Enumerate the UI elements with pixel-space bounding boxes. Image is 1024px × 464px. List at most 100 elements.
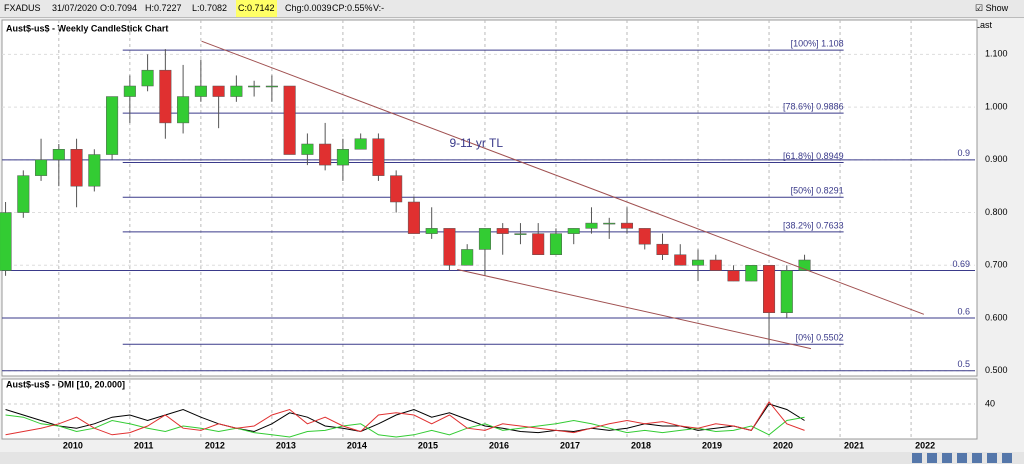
- toolbar: [0, 452, 1024, 464]
- dmi-line: [5, 414, 805, 438]
- x-tick-label: 2012: [205, 440, 225, 450]
- candle-body: [265, 85, 278, 88]
- candle-body: [372, 138, 385, 176]
- toolbar-icons: [912, 453, 1012, 463]
- fib-label: [0%] 0.5502: [796, 333, 844, 343]
- dmi-line: [5, 403, 805, 434]
- annotation: 9-11 yr TL: [449, 136, 503, 150]
- fib-label: [78.6%] 0.9886: [783, 101, 844, 111]
- candle-body: [514, 233, 527, 235]
- candle-body: [638, 228, 651, 245]
- candle-body: [319, 143, 332, 166]
- x-tick-label: 2010: [63, 440, 83, 450]
- candle-body: [496, 228, 509, 234]
- show-last-label: Show Last: [975, 3, 1009, 30]
- x-tick-label: 2011: [134, 440, 154, 450]
- candle-body: [177, 96, 190, 124]
- candle-body: [532, 233, 545, 255]
- candle-body: [798, 259, 811, 271]
- candle-body: [425, 228, 438, 234]
- candle-body: [763, 265, 776, 313]
- candle-body: [745, 265, 758, 282]
- header-bar: FXADUS 31/07/2020 O:0.7094 H:0.7227 L:0.…: [0, 0, 1024, 30]
- candle-body: [461, 249, 474, 266]
- candle-body: [549, 233, 562, 255]
- level-label: 0.69: [952, 259, 970, 269]
- candle-body: [780, 270, 793, 313]
- candle-body: [620, 222, 634, 229]
- y-tick-label: 0.700: [985, 260, 1008, 270]
- candle-body: [301, 143, 314, 155]
- show-last[interactable]: ☑ Show Last: [975, 3, 1009, 30]
- trend-line: [201, 40, 925, 315]
- candle-body: [407, 201, 420, 234]
- candle-body: [17, 175, 30, 213]
- candle-body: [123, 85, 136, 97]
- x-tick-label: 2022: [915, 440, 935, 450]
- candle-body: [674, 254, 687, 266]
- x-tick-label: 2013: [276, 440, 296, 450]
- level-label: 0.9: [957, 148, 970, 158]
- dmi-tick-label: 40: [985, 398, 995, 408]
- y-tick-label: 0.600: [985, 312, 1008, 322]
- y-tick-label: 1.000: [985, 101, 1008, 111]
- x-tick-label: 2020: [773, 440, 793, 450]
- candle-body: [230, 85, 243, 97]
- candle-body: [585, 222, 598, 229]
- symbol: FXADUS: [4, 3, 41, 13]
- y-tick-label: 1.100: [985, 49, 1008, 59]
- y-tick-label: 0.900: [985, 154, 1008, 164]
- candle-body: [159, 69, 172, 124]
- high: H:0.7227: [145, 3, 182, 13]
- candle-body: [35, 159, 48, 176]
- x-tick-label: 2018: [631, 440, 651, 450]
- x-tick-label: 2015: [418, 440, 438, 450]
- open: O:0.7094: [100, 3, 138, 13]
- level-label: 0.6: [957, 306, 970, 316]
- dmi-title: Aust$-us$ - DMI [10, 20.000]: [6, 379, 125, 389]
- candle-body: [709, 259, 722, 271]
- volume: V:-: [373, 3, 385, 13]
- fib-label: [38.2%] 0.7633: [783, 220, 844, 230]
- x-tick-label: 2021: [844, 440, 864, 450]
- candle-body: [0, 212, 12, 271]
- candle-body: [656, 243, 669, 255]
- close: C:0.7142: [236, 0, 277, 17]
- trend-line: [457, 269, 812, 350]
- date: 31/07/2020: [52, 3, 98, 13]
- candle-body: [283, 85, 296, 155]
- candle-body: [70, 149, 83, 187]
- candle-body: [691, 259, 705, 266]
- candle-body: [567, 228, 580, 234]
- candle-body: [106, 96, 119, 155]
- change-pct: CP:0.55%: [332, 3, 373, 13]
- y-tick-label: 0.800: [985, 207, 1008, 217]
- candle-body: [212, 85, 225, 97]
- dmi-panel: [1, 378, 978, 440]
- candle-body: [336, 149, 349, 166]
- candle-body: [194, 85, 207, 97]
- candle-body: [727, 270, 740, 282]
- candle-body: [52, 149, 65, 161]
- candle-body: [248, 85, 261, 88]
- candle-body: [354, 138, 367, 150]
- low: L:0.7082: [192, 3, 228, 13]
- x-tick-label: 2014: [347, 440, 367, 450]
- candle-body: [478, 228, 491, 250]
- candle-body: [88, 154, 101, 187]
- fib-label: [61.8%] 0.8949: [783, 151, 844, 161]
- candle-body: [603, 222, 616, 225]
- fib-label: [100%] 1.108: [791, 39, 844, 49]
- y-tick-label: 0.500: [985, 365, 1008, 375]
- x-tick-label: 2017: [560, 440, 580, 450]
- x-tick-label: 2016: [489, 440, 509, 450]
- candle-body: [390, 175, 403, 203]
- candle-body: [443, 228, 456, 266]
- level-label: 0.5: [957, 359, 970, 369]
- candle-body: [141, 69, 154, 87]
- chart: Aust$-us$ - Weekly CandleStick Chart Aus…: [0, 19, 1024, 464]
- change: Chg:0.0039: [285, 3, 332, 13]
- x-tick-label: 2019: [702, 440, 722, 450]
- fib-label: [50%] 0.8291: [791, 186, 844, 196]
